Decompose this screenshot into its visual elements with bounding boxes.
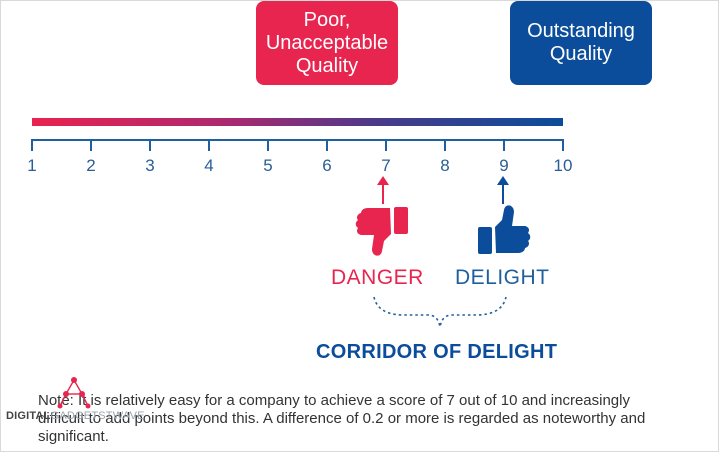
footnote: Note: It is relatively easy for a compan… [38,392,646,445]
delight-label: DELIGHT [455,266,550,289]
corridor-of-delight-title: CORRIDOR OF DELIGHT [316,341,558,363]
scale-tick-label: 6 [322,156,332,175]
scale-tick [31,139,33,151]
scale-tick-label: 7 [381,156,391,175]
scale-tick [385,139,387,151]
scale-axis [32,139,563,141]
scale-tick-label: 10 [553,156,573,175]
outstanding-quality-label: Outstanding Quality [527,20,635,65]
scale-tick-label: 9 [499,156,509,175]
scale-tick [444,139,446,151]
scale-tick [90,139,92,151]
scale-tick-label: 1 [27,156,37,175]
corridor-brace [373,296,507,328]
watermark-text: DIGITALGADGETSTWAVE [6,410,145,422]
delight-arrow-icon [497,176,509,204]
scale-tick [562,139,564,151]
scale-tick [267,139,269,151]
scale-tick [149,139,151,151]
scale-tick-label: 2 [86,156,96,175]
poor-quality-box: Poor, Unacceptable Quality [256,1,398,85]
watermark-brand-light: GADGETSTWAVE [50,410,145,422]
danger-label: DANGER [331,266,424,289]
scale-tick-label: 5 [263,156,273,175]
danger-arrow-icon [377,176,389,204]
scale-tick-label: 8 [440,156,450,175]
watermark-brand-bold: DIGITAL [6,410,51,422]
poor-quality-label: Poor, Unacceptable Quality [265,8,389,77]
thumbs-up-icon [478,205,531,254]
scale-tick-label: 3 [145,156,155,175]
watermark-logo-icon [57,377,91,409]
outstanding-quality-box: Outstanding Quality [510,1,652,85]
scale-tick-label: 4 [204,156,214,175]
scale-tick [208,139,210,151]
scale-tick [503,139,505,151]
gradient-scale-bar [32,118,563,126]
thumbs-down-icon [355,207,408,256]
scale-tick [326,139,328,151]
